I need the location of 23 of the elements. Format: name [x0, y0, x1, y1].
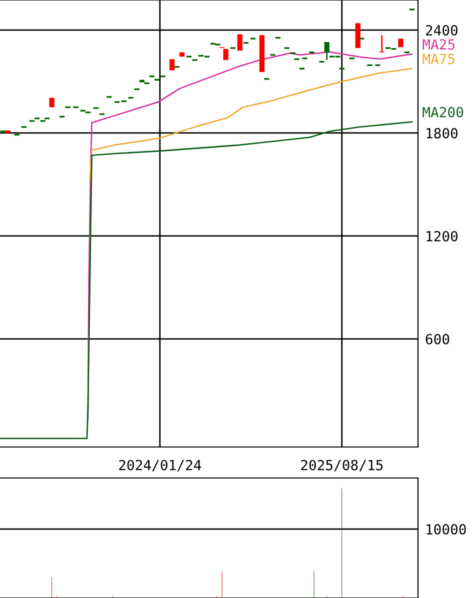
series-label: MA75	[422, 54, 455, 64]
candlestick	[170, 59, 175, 70]
candlestick	[355, 23, 360, 48]
y-tick-label: 2400	[426, 25, 458, 36]
series-label: MA25	[422, 39, 455, 50]
y-tick-label: 1200	[426, 230, 458, 242]
y-tick-label: 1800	[426, 128, 458, 138]
candlestick	[49, 98, 54, 108]
candlestick	[379, 34, 384, 54]
candlestick	[5, 130, 11, 133]
candlestick	[179, 52, 185, 57]
y-tick-label: 600	[426, 334, 450, 344]
candlestick	[237, 34, 242, 51]
y-tick-label: 10000	[426, 524, 466, 535]
candlestick	[324, 41, 330, 61]
x-tick-label: 2025/08/15	[301, 460, 383, 472]
candlestick	[398, 38, 404, 48]
candlestick	[223, 48, 228, 60]
series-label: MA200	[422, 106, 464, 118]
x-tick-label: 2024/01/24	[119, 460, 202, 472]
line-series	[0, 121, 413, 440]
line-series	[89, 68, 413, 181]
candlestick	[259, 35, 264, 72]
